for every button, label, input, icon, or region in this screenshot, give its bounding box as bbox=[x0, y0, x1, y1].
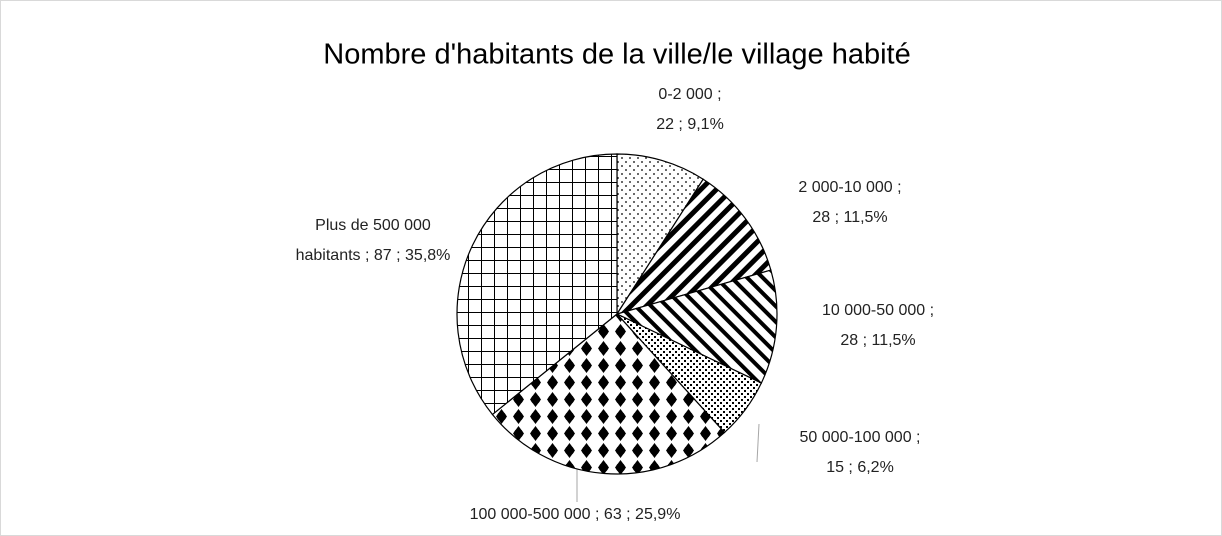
data-label: 0-2 000 ; bbox=[658, 86, 721, 103]
data-label: habitants ; 87 ; 35,8% bbox=[296, 247, 451, 264]
pie-slice bbox=[491, 313, 726, 475]
data-label: 10 000-50 000 ; bbox=[822, 302, 934, 319]
data-label: 28 ; 11,5% bbox=[840, 332, 915, 349]
leader-line bbox=[756, 423, 760, 463]
data-label: 15 ; 6,2% bbox=[826, 459, 894, 476]
data-label: 22 ; 9,1% bbox=[656, 116, 724, 133]
chart-title: Nombre d'habitants de la ville/le villag… bbox=[323, 39, 911, 71]
pie-slice bbox=[616, 153, 705, 317]
data-label: 50 000-100 000 ; bbox=[800, 429, 921, 446]
pie-slice bbox=[615, 269, 778, 384]
pie-slice bbox=[456, 153, 618, 416]
data-label: 100 000-500 000 ; 63 ; 25,9% bbox=[470, 506, 681, 523]
data-label: Plus de 500 000 bbox=[315, 217, 431, 234]
data-label: 2 000-10 000 ; bbox=[798, 179, 901, 196]
pie-slice bbox=[615, 178, 772, 316]
data-label: 28 ; 11,5% bbox=[812, 209, 887, 226]
